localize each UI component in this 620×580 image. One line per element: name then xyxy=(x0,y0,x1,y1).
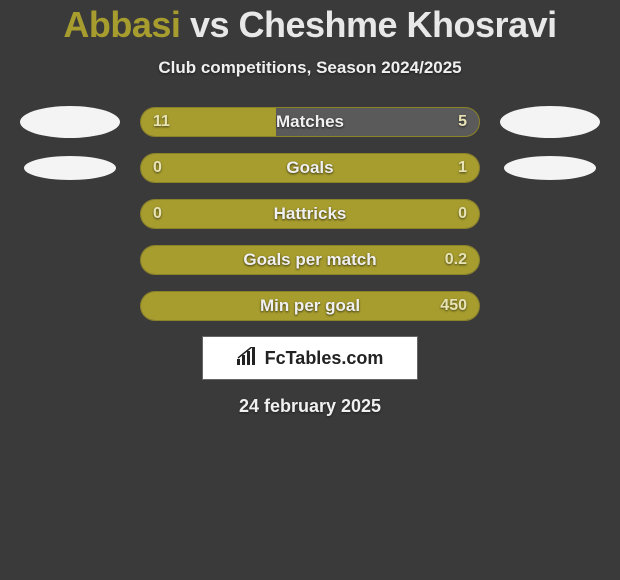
player2-name: Cheshme Khosravi xyxy=(239,4,557,45)
stat-value-left: 0 xyxy=(153,205,162,223)
stat-label: Min per goal xyxy=(260,296,360,316)
stat-row: Goals per match 0.2 xyxy=(0,244,620,276)
subtitle: Club competitions, Season 2024/2025 xyxy=(0,58,620,78)
stat-value-right: 0 xyxy=(458,205,467,223)
avatar-left xyxy=(20,152,120,184)
stat-value-left: 0 xyxy=(153,159,162,177)
vs-text: vs xyxy=(190,4,229,45)
avatar-spacer xyxy=(20,198,120,230)
brand-badge: FcTables.com xyxy=(202,336,418,380)
avatar-placeholder-icon xyxy=(504,156,596,180)
avatar-spacer xyxy=(500,244,600,276)
stat-label: Goals per match xyxy=(243,250,376,270)
bar-fill-left xyxy=(141,154,209,182)
avatar-placeholder-icon xyxy=(20,106,120,138)
bar-chart-icon xyxy=(237,347,259,370)
brand-text: FcTables.com xyxy=(265,348,384,369)
stat-bar: Goals per match 0.2 xyxy=(140,245,480,275)
avatar-spacer xyxy=(500,198,600,230)
date-label: 24 february 2025 xyxy=(0,396,620,417)
stat-value-left: 11 xyxy=(153,113,170,131)
page-title: Abbasi vs Cheshme Khosravi xyxy=(0,4,620,46)
bar-fill-right xyxy=(209,154,479,182)
avatar-right xyxy=(500,106,600,138)
stat-value-right: 450 xyxy=(440,297,467,315)
avatar-spacer xyxy=(20,244,120,276)
stat-value-right: 5 xyxy=(458,113,467,131)
stat-value-right: 1 xyxy=(458,159,467,177)
stats-rows: 11 Matches 5 0 Goals 1 xyxy=(0,106,620,322)
avatar-placeholder-icon xyxy=(24,156,116,180)
stat-bar: 0 Goals 1 xyxy=(140,153,480,183)
player1-name: Abbasi xyxy=(63,4,180,45)
stat-label: Hattricks xyxy=(274,204,347,224)
comparison-card: Abbasi vs Cheshme Khosravi Club competit… xyxy=(0,0,620,417)
stat-row: Min per goal 450 xyxy=(0,290,620,322)
avatar-left xyxy=(20,106,120,138)
stat-row: 0 Goals 1 xyxy=(0,152,620,184)
stat-bar: Min per goal 450 xyxy=(140,291,480,321)
avatar-spacer xyxy=(500,290,600,322)
stat-bar: 11 Matches 5 xyxy=(140,107,480,137)
stat-bar: 0 Hattricks 0 xyxy=(140,199,480,229)
avatar-right xyxy=(500,152,600,184)
stat-value-right: 0.2 xyxy=(445,251,467,269)
avatar-placeholder-icon xyxy=(500,106,600,138)
stat-row: 0 Hattricks 0 xyxy=(0,198,620,230)
stat-label: Matches xyxy=(276,112,344,132)
avatar-spacer xyxy=(20,290,120,322)
stat-label: Goals xyxy=(286,158,333,178)
stat-row: 11 Matches 5 xyxy=(0,106,620,138)
